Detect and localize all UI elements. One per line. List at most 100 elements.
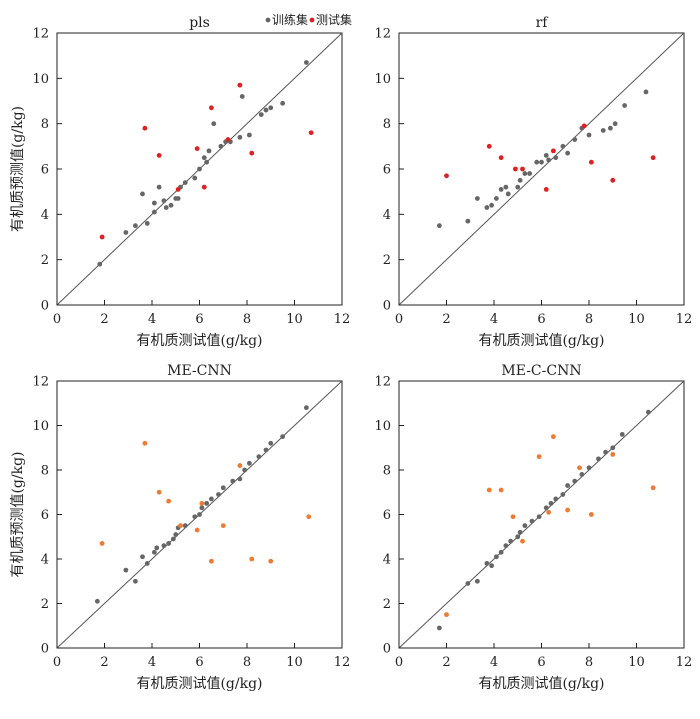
data-point: [163, 205, 169, 210]
data-point: [546, 157, 552, 163]
data-point: [99, 541, 105, 546]
x-tick-label: 0: [53, 312, 61, 327]
data-point: [543, 153, 549, 158]
data-point: [600, 128, 606, 133]
data-point: [263, 107, 269, 113]
series-test: [444, 434, 656, 618]
x-axis-label: 有机质测试值(g/kg): [136, 676, 262, 692]
data-point: [522, 171, 528, 176]
y-tick-label: 12: [32, 375, 49, 390]
data-point: [612, 121, 618, 127]
data-point: [581, 123, 587, 129]
data-point: [268, 440, 274, 446]
y-tick-label: 4: [383, 553, 391, 568]
data-point: [220, 485, 226, 491]
data-point: [548, 500, 554, 506]
chart-title: pls: [189, 15, 210, 31]
data-point: [493, 196, 499, 201]
series-train: [97, 60, 309, 267]
x-axis-label: 有机质测试值(g/kg): [478, 676, 604, 692]
data-point: [474, 196, 480, 201]
data-point: [156, 153, 162, 158]
data-point: [208, 496, 214, 502]
y-tick-label: 2: [41, 597, 49, 612]
x-tick-label: 6: [537, 655, 545, 670]
data-point: [650, 485, 656, 491]
y-tick-label: 12: [32, 27, 49, 42]
data-point: [206, 148, 212, 154]
data-point: [256, 454, 262, 460]
x-tick-label: 4: [490, 655, 498, 670]
identity-line: [398, 32, 685, 306]
data-point: [512, 166, 518, 172]
data-point: [498, 187, 504, 192]
legend-marker: [309, 17, 315, 23]
data-point: [258, 112, 264, 117]
data-point: [539, 159, 544, 165]
data-point: [175, 196, 181, 201]
x-tick-label: 10: [286, 655, 303, 670]
x-tick-label: 2: [442, 655, 450, 670]
data-point: [560, 492, 566, 497]
legend-label: 训练集: [272, 12, 308, 27]
y-tick-label: 10: [32, 72, 49, 87]
data-point: [144, 561, 150, 566]
data-point: [237, 82, 243, 88]
data-point: [197, 512, 202, 517]
data-point: [161, 543, 167, 549]
data-point: [553, 496, 559, 502]
y-tick-label: 6: [41, 508, 49, 523]
y-axis-label: 有机质预测值(g/kg): [10, 451, 26, 577]
y-tick-label: 10: [374, 72, 391, 87]
data-point: [170, 536, 176, 542]
data-point: [536, 514, 542, 520]
y-tick-label: 0: [41, 642, 49, 657]
y-tick-label: 10: [32, 419, 49, 434]
data-point: [550, 434, 556, 440]
data-point: [94, 598, 100, 604]
data-point: [553, 155, 559, 161]
data-point: [132, 223, 138, 229]
data-point: [645, 409, 651, 415]
chart-title: ME-CNN: [167, 363, 232, 379]
data-point: [192, 175, 198, 181]
data-point: [565, 150, 571, 156]
data-point: [489, 563, 495, 569]
data-point: [151, 209, 157, 215]
data-point: [505, 191, 511, 197]
data-point: [237, 134, 243, 140]
data-point: [572, 137, 578, 142]
data-point: [486, 487, 492, 493]
legend-label: 测试集: [316, 12, 352, 27]
data-point: [610, 177, 616, 183]
data-point: [144, 221, 150, 226]
data-point: [596, 456, 601, 462]
data-point: [610, 452, 616, 457]
chart-title: rf: [536, 15, 550, 31]
data-point: [543, 187, 549, 192]
series-train: [436, 409, 651, 631]
x-tick-label: 4: [148, 655, 156, 670]
data-point: [586, 465, 592, 471]
y-tick-label: 2: [41, 253, 49, 268]
data-point: [550, 148, 556, 154]
data-point: [151, 549, 157, 555]
data-point: [242, 467, 248, 473]
data-point: [465, 218, 471, 224]
data-point: [306, 514, 312, 520]
y-tick-label: 8: [383, 464, 391, 479]
data-point: [498, 549, 504, 555]
data-point: [536, 454, 542, 460]
x-tick-label: 12: [334, 312, 351, 327]
data-point: [194, 527, 200, 533]
data-point: [246, 460, 252, 466]
data-point: [156, 489, 162, 495]
data-point: [517, 529, 523, 535]
data-point: [622, 103, 628, 108]
y-tick-label: 0: [383, 642, 391, 657]
chart-panel-3: 0 2 4 6 8 10 12 0 2 4 6 8 10 12 ME-CNN 有机质测试值(g/kg) 有机质预…: [10, 363, 350, 692]
data-point: [503, 184, 509, 190]
series-train: [94, 405, 309, 604]
data-point: [517, 177, 523, 183]
data-point: [230, 478, 236, 484]
